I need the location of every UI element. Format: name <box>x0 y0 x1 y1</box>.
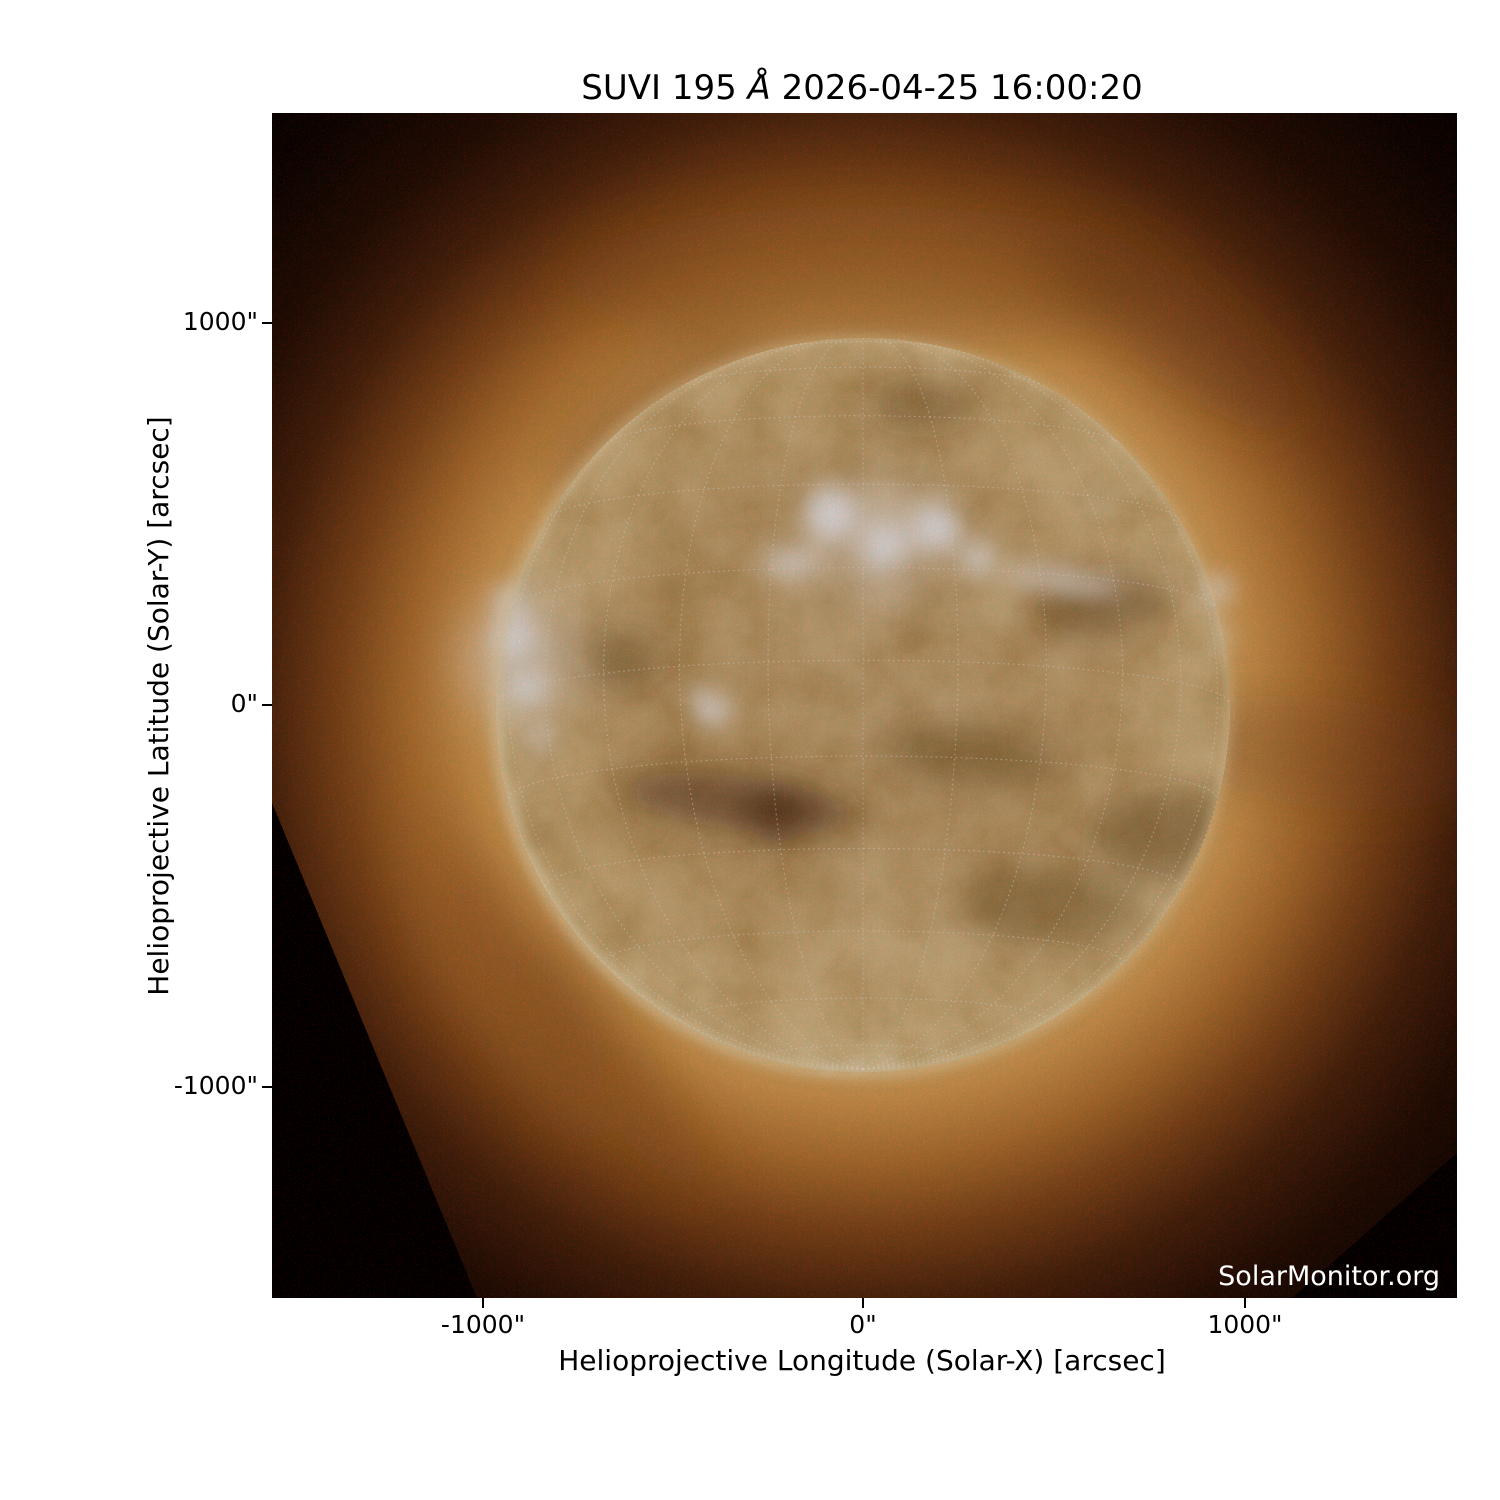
x-axis-label: Helioprojective Longitude (Solar-X) [arc… <box>558 1344 1166 1377</box>
image-noise-grain <box>272 113 1457 1298</box>
y-tick-mark-neg1000 <box>262 1086 272 1088</box>
solar-image-plot: SolarMonitor.org <box>272 113 1457 1298</box>
x-tick-label-0: 0" <box>849 1310 877 1339</box>
x-tick-label-neg1000: -1000" <box>440 1310 526 1339</box>
x-tick-mark-neg1000 <box>482 1298 484 1308</box>
y-axis-label: Helioprojective Latitude (Solar-Y) [arcs… <box>142 416 175 996</box>
title-suffix: 2026-04-25 16:00:20 <box>770 68 1143 108</box>
y-tick-label-neg1000: -1000" <box>173 1071 258 1100</box>
y-tick-label-0: 0" <box>230 689 258 718</box>
x-tick-label-1000: 1000" <box>1207 1310 1283 1339</box>
y-tick-mark-0 <box>262 704 272 706</box>
x-tick-mark-1000 <box>1244 1298 1246 1308</box>
solar-disk-rendering: SolarMonitor.org <box>272 113 1457 1298</box>
title-prefix: SUVI 195 <box>581 68 748 108</box>
y-tick-mark-1000 <box>262 322 272 324</box>
plot-title: SUVI 195 Å 2026-04-25 16:00:20 <box>412 68 1312 108</box>
title-angstrom: Å <box>747 68 771 108</box>
y-tick-label-1000: 1000" <box>182 307 258 336</box>
watermark-text: SolarMonitor.org <box>1218 1261 1440 1292</box>
x-tick-mark-0 <box>862 1298 864 1308</box>
